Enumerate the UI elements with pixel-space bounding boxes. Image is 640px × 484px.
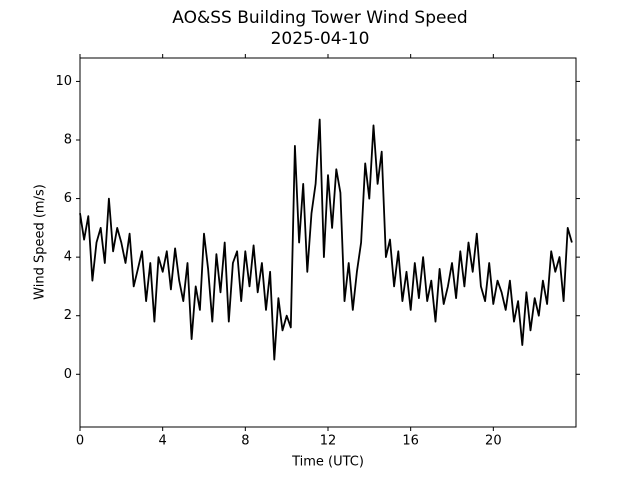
x-tick-label: 16 bbox=[402, 434, 419, 449]
y-tick-label: 10 bbox=[55, 74, 72, 89]
y-tick-label: 2 bbox=[64, 308, 72, 323]
x-axis-label: Time (UTC) bbox=[291, 455, 364, 470]
y-tick-label: 6 bbox=[64, 191, 72, 206]
x-tick-label: 8 bbox=[241, 434, 249, 449]
chart-title: AO&SS Building Tower Wind Speed bbox=[172, 8, 467, 28]
x-tick-label: 20 bbox=[485, 434, 502, 449]
y-tick-label: 0 bbox=[64, 367, 72, 382]
x-tick-label: 12 bbox=[320, 434, 337, 449]
plot-frame bbox=[79, 57, 577, 428]
x-tick-label: 4 bbox=[159, 434, 167, 449]
y-tick-label: 8 bbox=[64, 133, 72, 148]
y-tick-label: 4 bbox=[64, 250, 72, 265]
chart-subtitle: 2025-04-10 bbox=[271, 29, 370, 49]
data-line bbox=[79, 118, 573, 361]
y-axis-label: Wind Speed (m/s) bbox=[33, 184, 48, 300]
x-tick-label: 0 bbox=[76, 434, 84, 449]
